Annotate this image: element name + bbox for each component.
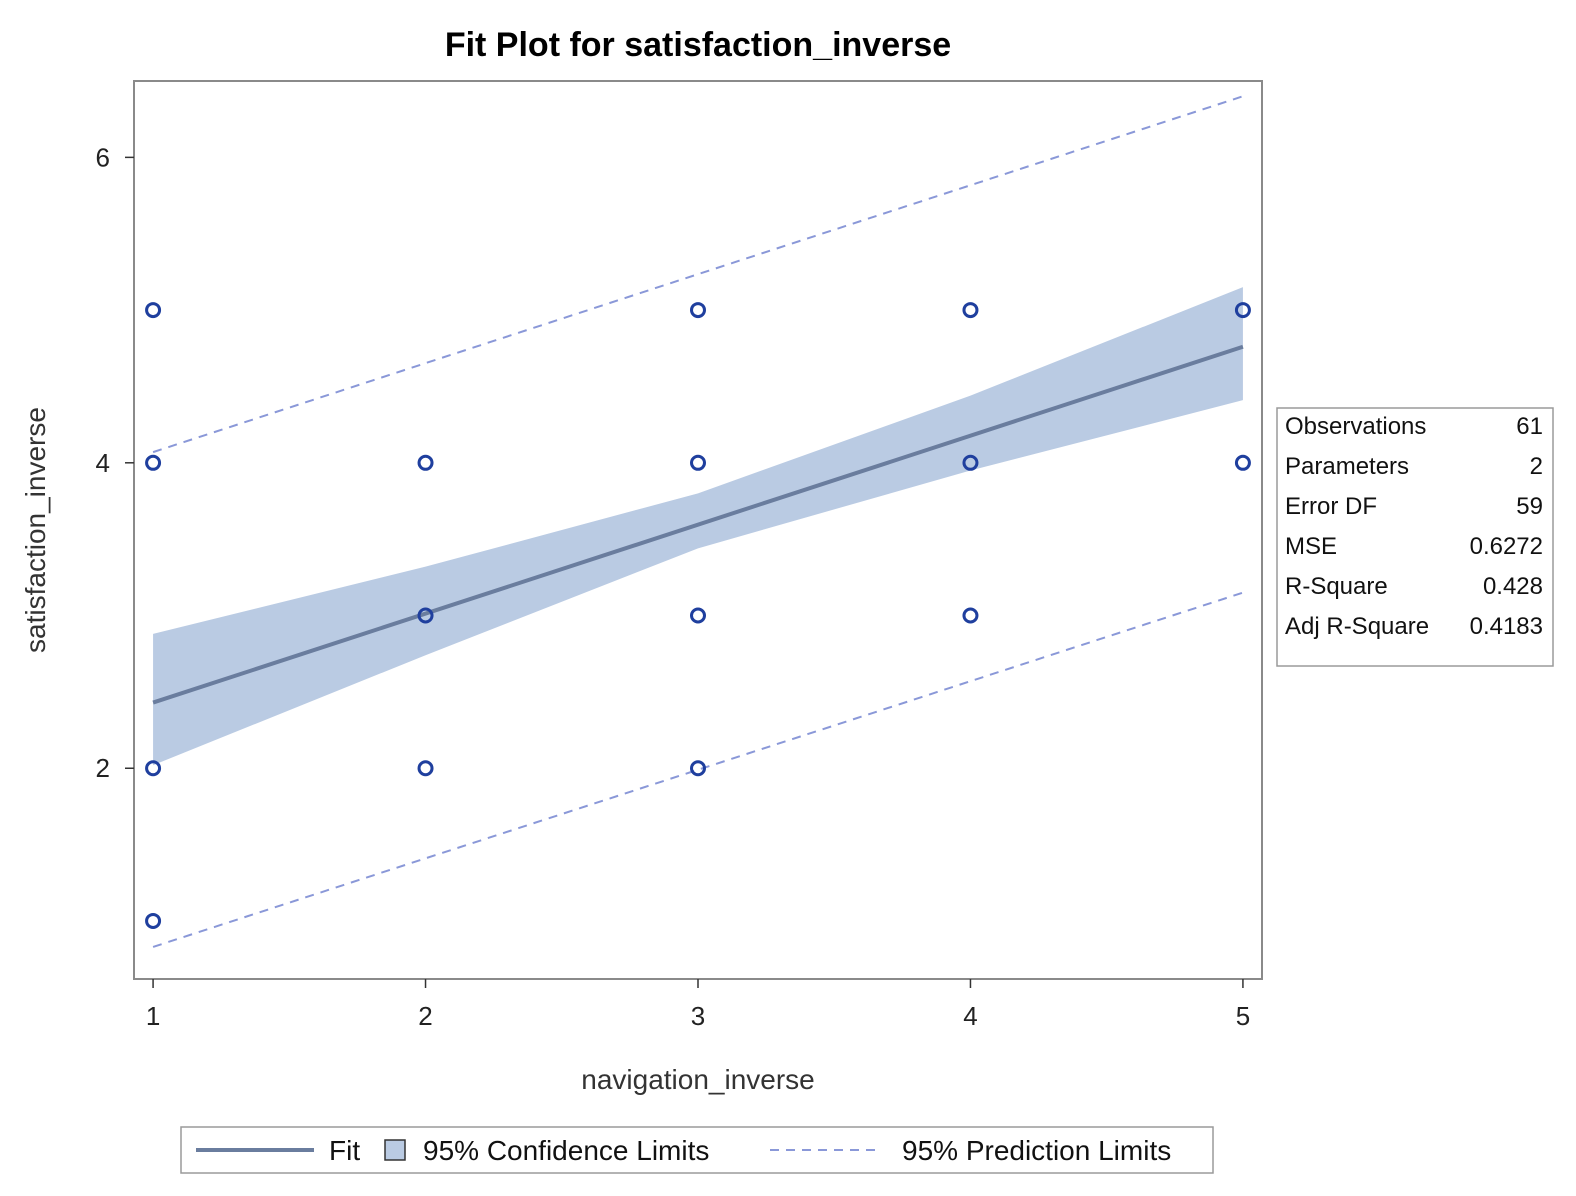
data-point [145, 302, 162, 319]
data-point [962, 302, 979, 319]
legend-confidence-swatch [384, 1139, 406, 1161]
legend-border [180, 1126, 1214, 1174]
legend: Fit 95% Confidence Limits 95% Prediction L… [180, 1126, 1214, 1174]
legend-confidence-label: 95% Confidence Limits [423, 1135, 709, 1166]
stats-value: 59 [1516, 493, 1543, 520]
data-point [1234, 302, 1251, 319]
data-point [690, 760, 706, 777]
data-point [690, 302, 706, 319]
x-axis-label: navigation_inverse [581, 1064, 815, 1095]
stats-value: 0.6272 [1470, 533, 1543, 560]
plot-area [145, 95, 1251, 948]
data-point [417, 607, 434, 624]
y-axis-label: satisfaction_inverse [20, 407, 51, 653]
data-point [1234, 454, 1251, 471]
legend-prediction-label: 95% Prediction Limits [902, 1135, 1171, 1166]
stats-label: Parameters [1285, 453, 1409, 480]
stats-value: 61 [1516, 413, 1543, 440]
x-tick-label: 3 [691, 1001, 705, 1031]
stats-table-border [1276, 407, 1554, 667]
chart-title: Fit Plot for satisfaction_inverse [445, 26, 951, 64]
x-tick-label: 2 [418, 1001, 432, 1031]
x-tick-label: 5 [1236, 1001, 1250, 1031]
stats-value: 2 [1530, 453, 1543, 480]
data-point [962, 607, 979, 624]
data-point [962, 454, 979, 471]
data-point [145, 760, 162, 777]
stats-label: R-Square [1285, 573, 1388, 600]
stats-value: 0.4183 [1470, 613, 1543, 640]
x-tick-label: 4 [963, 1001, 977, 1031]
data-point [690, 454, 706, 471]
data-point [145, 912, 162, 929]
y-tick-label: 4 [96, 448, 110, 478]
data-point [417, 454, 434, 471]
stats-label: Observations [1285, 413, 1426, 440]
legend-fit-label: Fit [329, 1135, 360, 1166]
y-tick-label: 2 [96, 753, 110, 783]
data-point [690, 607, 706, 624]
data-point [145, 454, 162, 471]
y-tick-label: 6 [96, 142, 110, 172]
data-point [417, 760, 434, 777]
stats-label: Adj R-Square [1285, 613, 1429, 640]
stats-label: MSE [1285, 533, 1337, 560]
fit-statistics-table: Observations 61 Parameters 2 Error DF 59 MSE 0.… [1276, 407, 1554, 667]
stats-value: 0.428 [1483, 573, 1543, 600]
x-tick-label: 1 [146, 1001, 160, 1031]
axes: 1 2 3 4 5 2 4 6 [96, 142, 1251, 1031]
fit-line [152, 344, 1244, 705]
stats-label: Error DF [1285, 493, 1377, 520]
